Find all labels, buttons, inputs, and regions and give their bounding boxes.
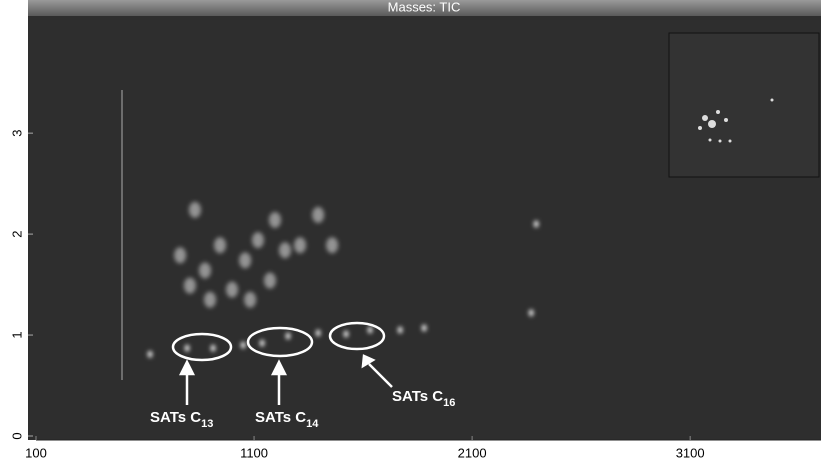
y-tick-label: 1: [9, 331, 24, 338]
annotation-text: SATs C: [150, 409, 201, 426]
peak: [174, 247, 187, 264]
peak: [343, 330, 349, 338]
peak: [367, 326, 373, 334]
peak: [285, 332, 291, 340]
peak: [315, 329, 321, 337]
peak: [184, 344, 190, 352]
inset-spots: [698, 98, 774, 143]
series: [174, 201, 339, 308]
peak: [244, 291, 257, 308]
peak: [312, 206, 325, 223]
annotation-text: SATs C: [392, 388, 443, 405]
annotation-subscript: 14: [306, 418, 319, 430]
peak: [326, 237, 339, 254]
peak: [259, 339, 265, 347]
peak: [147, 350, 153, 358]
series: [147, 220, 539, 358]
annotation-subscript: 16: [443, 397, 455, 409]
peak: [183, 277, 196, 294]
annotation: SATs C14: [255, 409, 319, 430]
peak: [251, 232, 264, 249]
peak: [240, 341, 246, 349]
peak: [239, 252, 252, 269]
x-tick-label: 100: [25, 445, 47, 460]
peak: [397, 326, 403, 334]
peak: [279, 242, 292, 259]
peak: [226, 281, 239, 298]
x-tick-label: 1100: [240, 445, 268, 460]
inset: [668, 32, 820, 178]
chart-title: Masses: TIC: [388, 0, 461, 14]
peak: [528, 309, 534, 317]
y-tick-label: 2: [9, 230, 24, 237]
y-tick-label: 0: [9, 432, 24, 439]
peak: [533, 220, 539, 228]
peak: [214, 237, 227, 254]
x-tick-label: 3100: [676, 445, 705, 460]
peak: [268, 211, 281, 228]
title-bar: [28, 0, 821, 16]
annotation-subscript: 13: [201, 418, 213, 430]
annotation-text: SATs C: [255, 409, 306, 426]
peak: [210, 344, 216, 352]
annotation: SATs C16: [392, 388, 455, 409]
peak: [421, 324, 427, 332]
peak: [188, 201, 201, 218]
y-tick-label: 3: [9, 130, 24, 137]
arrows: [178, 354, 393, 405]
peak: [294, 237, 307, 254]
peak: [263, 272, 276, 289]
peak: [204, 291, 217, 308]
x-tick-label: 2100: [458, 445, 487, 460]
peak: [198, 262, 211, 279]
annotation: SATs C13: [150, 409, 213, 430]
circles: [171, 321, 386, 362]
